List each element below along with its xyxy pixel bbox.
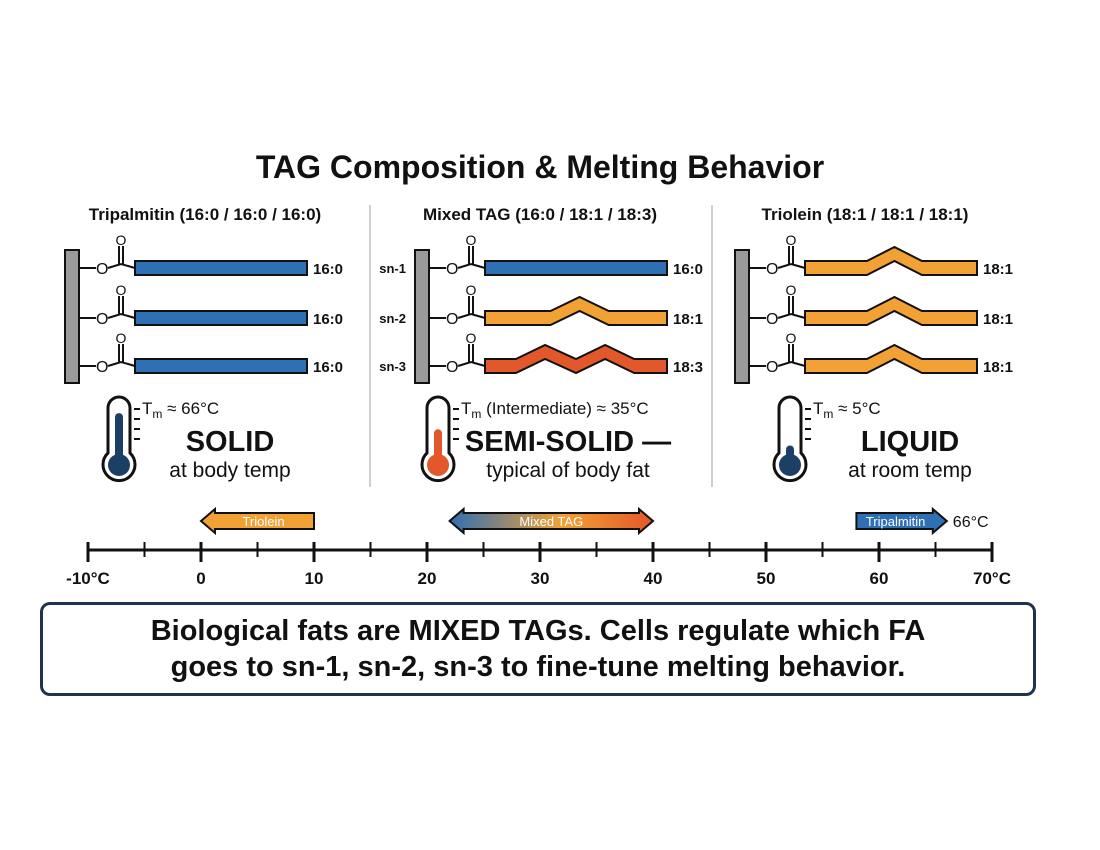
carbonyl-oxygen: O <box>466 232 477 248</box>
carbonyl-oxygen: O <box>786 330 797 346</box>
panel-header: Triolein (18:1 / 18:1 / 18:1) <box>762 205 969 224</box>
chain-label: 16:0 <box>313 359 343 376</box>
thermometer-icon <box>420 395 459 483</box>
carbonyl-oxygen: O <box>116 282 127 298</box>
ester-oxygen: O <box>766 261 778 278</box>
chain-row: sn-3 OO 18:3 <box>379 330 703 376</box>
arrow-shape <box>855 506 949 536</box>
arrow-label: Mixed TAG <box>519 514 583 529</box>
fatty-acid-chain <box>804 295 978 326</box>
ester-oxygen: O <box>96 311 108 328</box>
glycerol-backbone <box>414 249 430 384</box>
panel-mixed: Mixed TAG (16:0 / 18:1 / 18:3)sn-1 OO16:0… <box>379 205 703 483</box>
ester-oxygen: O <box>446 311 458 328</box>
chain-label: 18:1 <box>673 311 703 328</box>
range-arrow-mixed-tag: Mixed TAG <box>448 506 655 536</box>
panel-header: Mixed TAG (16:0 / 18:1 / 18:3) <box>423 205 657 224</box>
range-arrow-triolein: Triolein <box>199 506 315 536</box>
range-arrow-tripalmitin: Tripalmitin 66°C <box>855 506 989 536</box>
state-label: SEMI-SOLID — <box>465 426 671 458</box>
fatty-acid-chain <box>484 343 668 375</box>
chain-label: 18:1 <box>983 261 1013 278</box>
fatty-acid-chain <box>804 343 978 374</box>
state-sublabel: at body temp <box>169 459 290 482</box>
sn-position-label: sn-1 <box>379 261 406 276</box>
summary-line-1: Biological fats are MIXED TAGs. Cells re… <box>150 615 926 647</box>
fatty-acid-chain <box>134 358 308 374</box>
chain-row: OO 18:1 <box>749 232 1013 278</box>
arrow-shape <box>448 506 655 536</box>
panel-triolein: Triolein (18:1 / 18:1 / 18:1)OO18:1OO18:… <box>734 205 1013 483</box>
fatty-acid-chain <box>134 260 308 276</box>
ester-oxygen: O <box>766 311 778 328</box>
state-label: SOLID <box>186 426 275 458</box>
sn-position-label: sn-3 <box>379 359 406 374</box>
chain-row: OO 16:0 <box>79 232 343 278</box>
tag-panels: Tripalmitin (16:0 / 16:0 / 16:0)OO16:0OO… <box>64 205 1013 483</box>
carbonyl-oxygen: O <box>786 232 797 248</box>
chain-row: OO 18:1 <box>749 282 1013 328</box>
arrow-label: Tripalmitin <box>866 514 925 529</box>
summary-box: Biological fats are MIXED TAGs. Cells re… <box>40 602 1036 696</box>
tick-label: 20 <box>418 569 437 588</box>
fatty-acid-chain <box>484 295 668 326</box>
tick-label: 0 <box>196 569 205 588</box>
arrow-shape <box>199 506 315 536</box>
melting-point-label: Tm (Intermediate) ≈ 35°C <box>461 399 649 421</box>
tick-label: 50 <box>757 569 776 588</box>
chain-row: sn-1 OO 16:0 <box>379 232 703 278</box>
chain-label: 18:3 <box>673 359 703 376</box>
state-label: LIQUID <box>861 426 959 458</box>
thermometer-icon <box>772 395 811 483</box>
chain-row: OO 16:0 <box>79 282 343 328</box>
carbonyl-oxygen: O <box>116 232 127 248</box>
tick-label: 70°C <box>973 569 1011 588</box>
chain-row: OO 16:0 <box>79 330 343 376</box>
carbonyl-oxygen: O <box>466 282 477 298</box>
state-sublabel: at room temp <box>848 459 972 482</box>
tick-label: 60 <box>870 569 889 588</box>
panel-tripalmitin: Tripalmitin (16:0 / 16:0 / 16:0)OO16:0OO… <box>64 205 343 483</box>
chain-label: 16:0 <box>673 261 703 278</box>
melting-point-label: Tm ≈ 5°C <box>813 399 881 421</box>
tick-label: -10°C <box>66 569 110 588</box>
sn-position-label: sn-2 <box>379 311 406 326</box>
diagram-title: TAG Composition & Melting Behavior <box>256 149 824 185</box>
arrow-end-label: 66°C <box>953 514 989 531</box>
chain-row: OO 18:1 <box>749 330 1013 376</box>
tick-label: 40 <box>644 569 663 588</box>
arrow-label: Triolein <box>242 514 284 529</box>
panel-header: Tripalmitin (16:0 / 16:0 / 16:0) <box>89 205 321 224</box>
state-sublabel: typical of body fat <box>486 459 650 482</box>
carbonyl-oxygen: O <box>786 282 797 298</box>
melting-point-label: Tm ≈ 66°C <box>142 399 219 421</box>
fatty-acid-chain <box>804 245 978 276</box>
chain-label: 16:0 <box>313 311 343 328</box>
fatty-acid-chain <box>134 310 308 326</box>
carbonyl-oxygen: O <box>466 330 477 346</box>
glycerol-backbone <box>64 249 80 384</box>
chain-label: 16:0 <box>313 261 343 278</box>
chain-row: sn-2 OO 18:1 <box>379 282 703 328</box>
ester-oxygen: O <box>766 359 778 376</box>
ester-oxygen: O <box>96 359 108 376</box>
glycerol-backbone <box>734 249 750 384</box>
fatty-acid-chain <box>484 260 668 276</box>
tick-label: 30 <box>531 569 550 588</box>
summary-line-2: goes to sn-1, sn-2, sn-3 to fine-tune me… <box>170 651 906 683</box>
chain-label: 18:1 <box>983 359 1013 376</box>
temperature-scale: -10°C 0 10 20 30 40 50 60 70°C Triolein Mixed TAG T… <box>66 506 1011 588</box>
thermometer-icon <box>101 395 140 483</box>
chain-label: 18:1 <box>983 311 1013 328</box>
ester-oxygen: O <box>96 261 108 278</box>
ester-oxygen: O <box>446 359 458 376</box>
carbonyl-oxygen: O <box>116 330 127 346</box>
tick-label: 10 <box>305 569 324 588</box>
ester-oxygen: O <box>446 261 458 278</box>
